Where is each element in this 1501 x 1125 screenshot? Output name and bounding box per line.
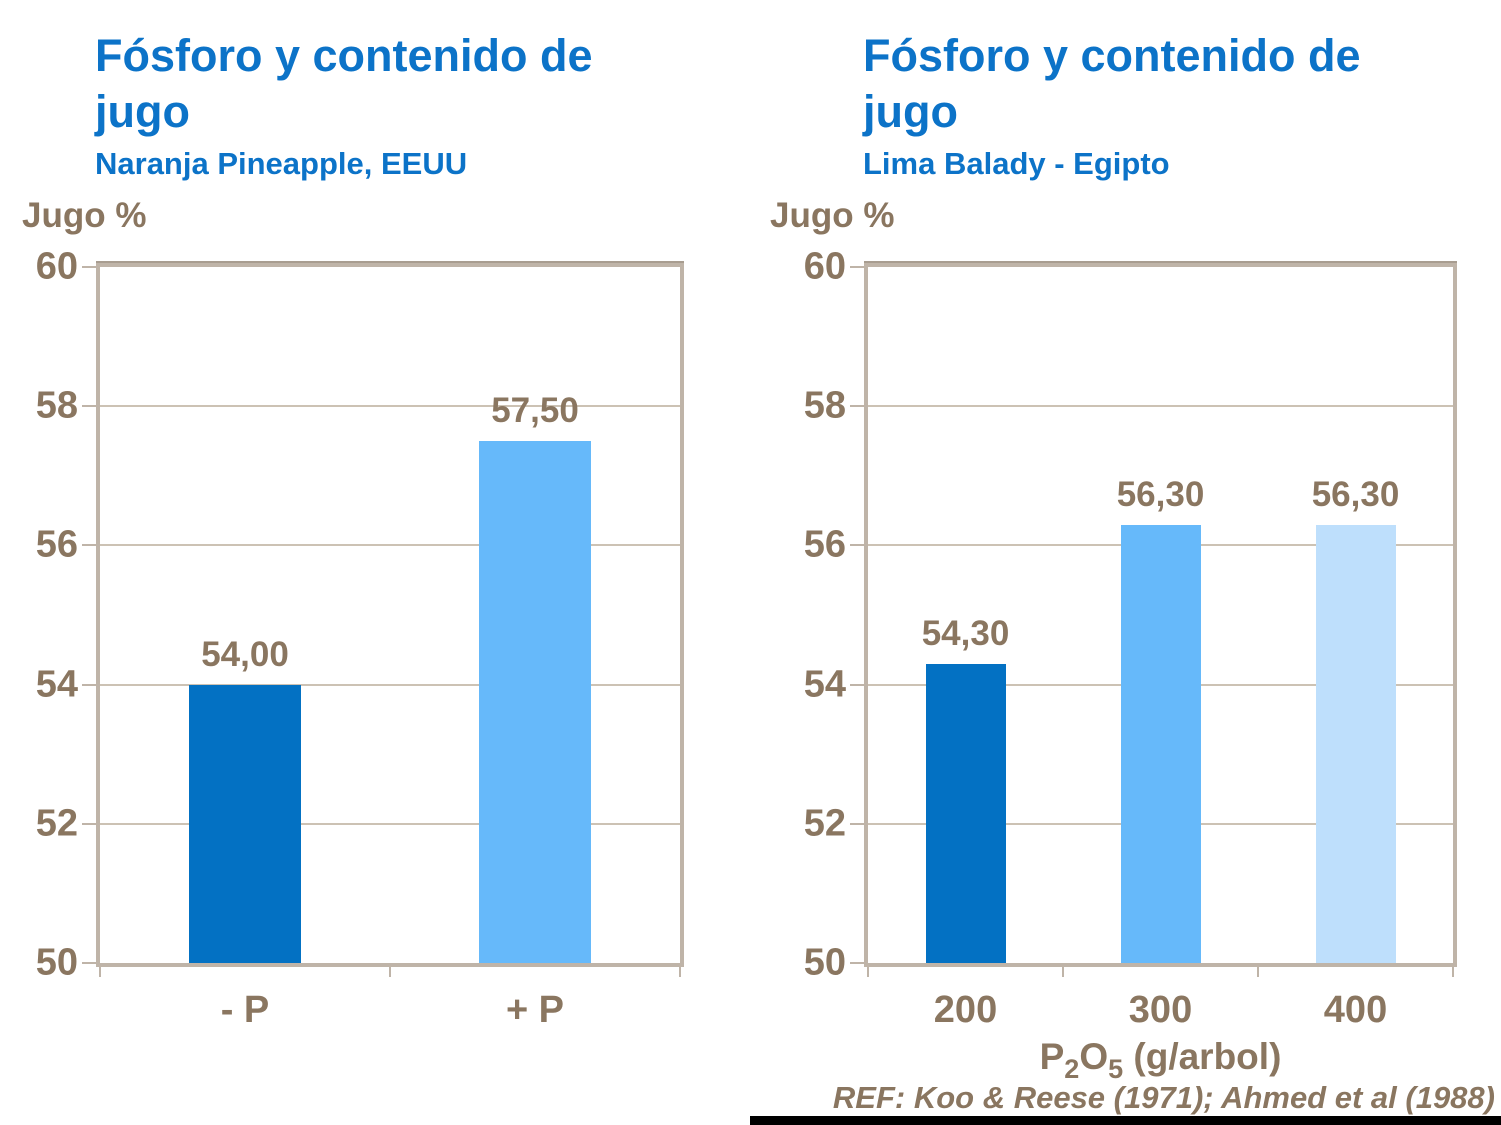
x-axis-title-sub2: 2 (1064, 1054, 1080, 1084)
y-tick-mark-56 (850, 544, 868, 547)
left-plot-area: 60 58 56 54 52 50 54,00 - P 57,50 + P (36, 246, 684, 1031)
y-tick-label-52: 52 (803, 802, 846, 845)
right-chart-title-line1: Fósforo y contenido de (863, 30, 1361, 81)
y-tick-label-60: 60 (803, 245, 846, 288)
y-tick-label-54: 54 (35, 663, 78, 706)
bar-+P (479, 441, 591, 963)
right-chart-subtitle: Lima Balady - Egipto (863, 146, 1170, 181)
gridline-52 (100, 822, 680, 825)
y-tick-label-50: 50 (803, 941, 846, 984)
gridline-54 (100, 683, 680, 686)
y-tick-mark-50 (850, 962, 868, 964)
right-chart-title-line2: jugo (863, 86, 958, 137)
bar-value-label--P: 54,00 (201, 634, 289, 674)
y-tick-mark-58 (850, 405, 868, 408)
x-axis-title-sub5: 5 (1108, 1054, 1124, 1084)
reference-citation: REF: Koo & Reese (1971); Ahmed et al (19… (832, 1080, 1495, 1115)
bar-value-label-400: 56,30 (1311, 474, 1400, 514)
right-chart-title-block: Fósforo y contenido de jugo Lima Balady … (863, 28, 1361, 183)
x-axis-title-p: P (1039, 1036, 1065, 1077)
y-tick-mark-52 (82, 822, 100, 825)
y-tick-label-58: 58 (35, 384, 78, 427)
x-boundary-tick-0 (867, 963, 869, 977)
y-tick-mark-58 (82, 405, 100, 408)
category-label--P: - P (220, 989, 270, 1031)
category-label-300: 300 (1128, 989, 1193, 1031)
gridline-56 (100, 544, 680, 547)
x-boundary-tick-3 (1452, 963, 1454, 977)
y-tick-label-50: 50 (35, 941, 78, 984)
y-tick-label-56: 56 (35, 523, 78, 566)
category-label-+P: + P (505, 989, 565, 1031)
category-label-200: 200 (933, 989, 998, 1031)
y-tick-label-60: 60 (35, 245, 78, 288)
bar-value-label-300: 56,30 (1116, 474, 1205, 514)
x-boundary-tick-2 (679, 963, 681, 977)
bar-300 (1120, 524, 1201, 963)
x-boundary-tick-1 (389, 963, 391, 977)
bar-value-label-200: 54,30 (921, 613, 1010, 653)
x-axis-title-o: O (1079, 1036, 1109, 1077)
bar-value-label-+P: 57,50 (491, 391, 579, 430)
x-axis-title: P2O5 (g/arbol) (864, 1036, 1457, 1084)
gridline-58 (868, 405, 1453, 408)
right-y-axis-label: Jugo % (770, 196, 895, 235)
y-tick-mark-54 (82, 683, 100, 686)
y-tick-label-52: 52 (35, 802, 78, 845)
y-tick-mark-60 (850, 266, 868, 268)
y-tick-label-54: 54 (803, 663, 846, 706)
bar-200 (925, 663, 1006, 963)
y-tick-mark-50 (82, 962, 100, 964)
category-label-400: 400 (1323, 989, 1388, 1031)
x-boundary-tick-0 (99, 963, 101, 977)
gridline-58 (100, 405, 680, 408)
x-boundary-tick-2 (1257, 963, 1259, 977)
left-chart-title-line1: Fósforo y contenido de (95, 30, 593, 81)
bar-400 (1315, 524, 1396, 963)
left-chart-title-line2: jugo (95, 86, 190, 137)
bar--P (189, 684, 301, 963)
left-chart-subtitle: Naranja Pineapple, EEUU (95, 146, 468, 181)
footer-divider-bar (750, 1116, 1501, 1125)
y-tick-mark-54 (850, 683, 868, 686)
y-tick-mark-56 (82, 544, 100, 547)
left-chart-title-block: Fósforo y contenido de jugo Naranja Pine… (95, 28, 593, 183)
right-plot-area: 60 58 56 54 52 50 54,30 200 56,30 300 56,30 400 (804, 246, 1457, 1031)
y-tick-label-56: 56 (803, 523, 846, 566)
left-y-axis-label: Jugo % (22, 196, 147, 235)
y-tick-label-58: 58 (803, 384, 846, 427)
x-axis-title-units: (g/arbol) (1123, 1036, 1282, 1077)
y-tick-mark-60 (82, 266, 100, 268)
y-tick-mark-52 (850, 822, 868, 825)
x-boundary-tick-1 (1062, 963, 1064, 977)
